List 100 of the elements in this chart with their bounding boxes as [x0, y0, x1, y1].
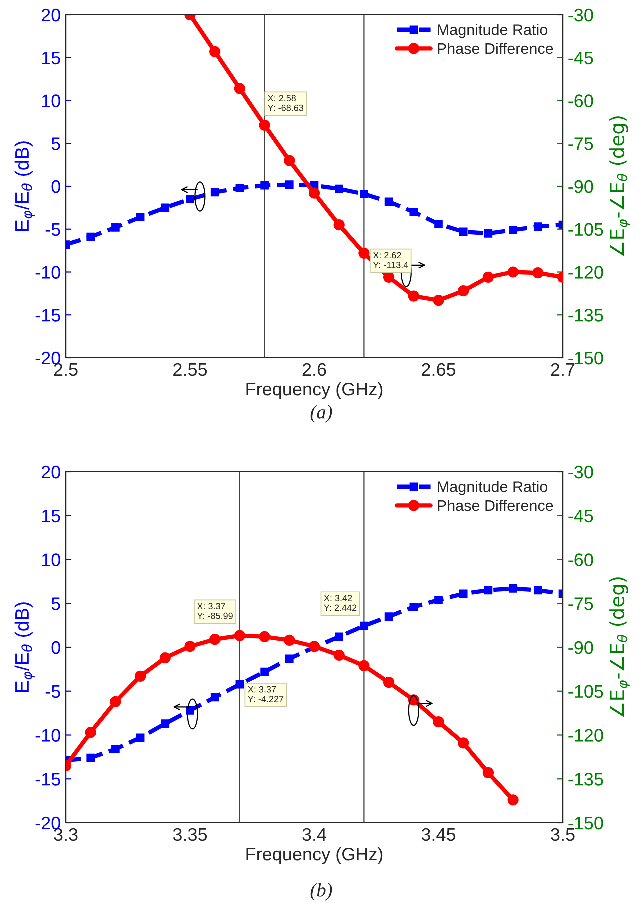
point [482, 767, 494, 779]
y2-tick-label: -120 [568, 729, 604, 742]
point [358, 660, 370, 672]
y2-tick-label: -120 [568, 266, 604, 279]
y2-tick-label: -90 [568, 180, 594, 194]
point [410, 602, 418, 612]
y-tick-label: -20 [36, 816, 60, 830]
point [234, 630, 246, 642]
annotation: X: 2.62 Y: -113.4 [373, 252, 408, 268]
y-tick-label: 20 [42, 8, 60, 22]
y2-tick-label: -105 [568, 223, 604, 236]
point [285, 180, 294, 189]
y2-tick-label: -90 [568, 641, 594, 654]
y2-tick-label: -30 [568, 8, 594, 22]
point [433, 716, 444, 728]
point [434, 220, 443, 228]
point [260, 668, 269, 676]
legend-label: Magnitude Ratio [438, 24, 548, 38]
point [459, 590, 468, 598]
point [458, 286, 470, 297]
x-axis-title: Frequency (GHz) [246, 847, 383, 864]
point [383, 272, 395, 283]
point [509, 226, 518, 234]
y-tick-label: -15 [36, 309, 60, 322]
y2-tick-label: -45 [568, 52, 594, 65]
point [384, 198, 394, 206]
point [360, 190, 368, 198]
point [210, 188, 220, 197]
x-tick-label: 2.5 [54, 363, 78, 376]
point [482, 272, 494, 283]
x-tick-label: 2.6 [302, 363, 326, 376]
y-tick-label: 0 [52, 180, 60, 194]
y-tick-label: 15 [42, 52, 60, 65]
point [458, 738, 470, 749]
point [86, 232, 96, 242]
point [160, 652, 171, 664]
y-axis-title: E$_{φ}$/E$_{θ}$ (dB) [14, 142, 35, 232]
y2-tick-label: -150 [568, 816, 604, 830]
x-tick-label: 3.5 [551, 828, 575, 842]
y2-tick-label: -105 [568, 685, 604, 698]
legend-label: Phase Difference [438, 42, 554, 54]
point [259, 120, 270, 131]
y-tick-label: 0 [52, 641, 60, 654]
point [335, 632, 344, 642]
y-tick-label: 5 [52, 598, 60, 610]
x-tick-label: 2.55 [174, 363, 208, 376]
point [532, 268, 544, 279]
legend-label: Magnitude Ratio [438, 481, 548, 496]
point [434, 596, 443, 604]
point [186, 195, 194, 204]
point [161, 204, 170, 212]
point [335, 184, 344, 194]
x-tick-label: 3.3 [54, 828, 78, 842]
point [508, 266, 519, 278]
point [410, 208, 418, 216]
point [484, 229, 493, 238]
point [534, 586, 542, 595]
y2-tick-label: -30 [568, 466, 594, 479]
y2-axis-title: ∠E$_{φ}$-∠E$_{θ}$ (deg) [610, 116, 630, 256]
point [136, 213, 145, 222]
point [210, 634, 221, 646]
point [134, 670, 146, 682]
annotation: X: 2.58 Y: -68.63 [268, 95, 304, 112]
point [384, 612, 394, 621]
point [459, 228, 468, 236]
y-tick-label: 5 [52, 138, 60, 150]
point [161, 720, 170, 728]
point [112, 745, 120, 754]
annotation: X: 3.37 Y: -4.227 [248, 686, 284, 702]
point [86, 754, 96, 762]
point [210, 46, 221, 58]
y-tick-label: 10 [42, 94, 60, 108]
y-tick-label: -5 [46, 685, 60, 698]
text: (a) [310, 405, 332, 423]
annotation: X: 3.42 Y: 2.442 [324, 595, 357, 612]
x-axis-title: Frequency (GHz) [246, 382, 383, 400]
point [210, 693, 220, 702]
point [334, 650, 345, 661]
x-tick-label: 3.35 [173, 828, 208, 842]
point [112, 223, 120, 232]
point [285, 654, 294, 664]
x-tick-label: 2.65 [422, 363, 456, 376]
annotation: X: 3.37 Y: -85.99 [197, 603, 233, 620]
point [184, 641, 196, 652]
point [136, 734, 145, 742]
point [358, 248, 370, 259]
y2-tick-label: -60 [568, 554, 594, 566]
text: (b) [310, 883, 332, 901]
y-tick-label: 20 [42, 466, 60, 479]
point [408, 290, 420, 302]
point [508, 794, 519, 806]
point [334, 220, 345, 231]
y2-tick-label: -75 [568, 138, 594, 150]
y-tick-label: 10 [42, 554, 60, 566]
x-tick-label: 3.4 [302, 828, 327, 842]
point [284, 155, 296, 166]
y2-tick-label: -150 [568, 352, 604, 365]
y2-tick-label: -45 [568, 510, 594, 523]
y2-tick-label: -135 [568, 773, 604, 786]
y-tick-label: -10 [36, 266, 60, 279]
